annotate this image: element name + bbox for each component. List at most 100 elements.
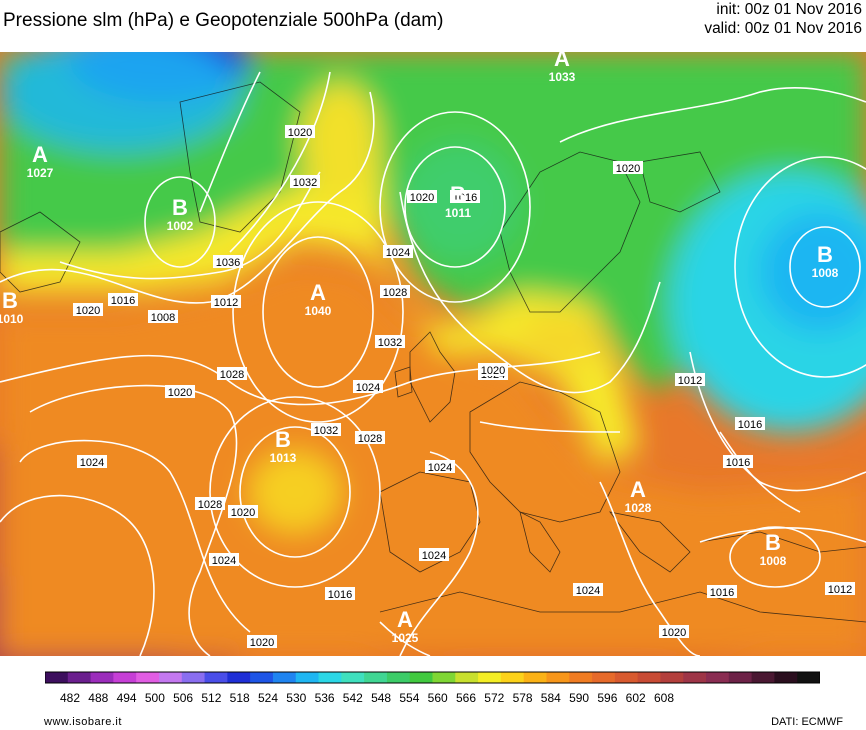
legend-tick-label: 554	[399, 691, 419, 705]
isobar-label: 1028	[195, 497, 225, 511]
legend-tick-label: 548	[371, 691, 391, 705]
legend-tick-label: 542	[343, 691, 363, 705]
legend-tick-label: 506	[173, 691, 193, 705]
legend-swatch	[592, 672, 616, 683]
svg-text:1016: 1016	[726, 457, 750, 469]
isobar-label: 1012	[825, 582, 855, 596]
svg-text:1028: 1028	[383, 287, 407, 299]
svg-text:1020: 1020	[410, 192, 434, 204]
svg-text:1016: 1016	[328, 589, 352, 601]
legend-tick-label: 560	[428, 691, 448, 705]
svg-text:A: A	[554, 52, 570, 71]
svg-text:1024: 1024	[576, 585, 600, 597]
legend-swatch	[683, 672, 707, 683]
legend-swatch	[409, 672, 433, 683]
isobar-label: 1024	[383, 245, 413, 259]
svg-text:A: A	[397, 607, 413, 632]
svg-text:1028: 1028	[625, 501, 652, 515]
svg-text:1008: 1008	[760, 554, 787, 568]
isobar-label: 1016	[325, 587, 355, 601]
legend-swatch	[250, 672, 274, 683]
legend-swatch	[318, 672, 342, 683]
legend-tick-label: 584	[541, 691, 561, 705]
legend-swatch	[751, 672, 775, 683]
svg-text:1020: 1020	[616, 163, 640, 175]
legend-swatch	[136, 672, 160, 683]
isobar-label: 1024	[419, 548, 449, 562]
isobar-label: 1020	[285, 125, 315, 139]
legend-swatch	[774, 672, 798, 683]
svg-text:1033: 1033	[549, 70, 576, 84]
legend-swatch	[797, 672, 820, 683]
legend-swatch	[386, 672, 411, 683]
legend-swatch	[728, 672, 753, 683]
isobar-label: 1024	[425, 460, 455, 474]
svg-text:B: B	[765, 530, 781, 555]
run-info: init: 00z 01 Nov 2016 valid: 00z 01 Nov …	[704, 0, 862, 38]
isobar-label: 1036	[213, 255, 243, 269]
isobar-label: 1020	[228, 505, 258, 519]
svg-text:B: B	[817, 242, 833, 267]
svg-text:1002: 1002	[167, 219, 194, 233]
legend-tick-label: 566	[456, 691, 476, 705]
svg-text:1024: 1024	[356, 382, 380, 394]
svg-text:1020: 1020	[662, 627, 686, 639]
isobar-label: 1024	[209, 553, 239, 567]
legend-swatch	[478, 672, 502, 683]
legend-swatch	[158, 672, 183, 683]
legend-swatch	[432, 672, 456, 683]
svg-text:A: A	[630, 477, 646, 502]
legend-swatch	[67, 672, 92, 683]
color-scale-legend: 482 488 494 500 506 512 518 524 530 536 542 548 554 5…	[45, 671, 820, 705]
legend-swatch	[706, 672, 730, 683]
pressure-centers: A1027B1002A1040B1011A1033B1008B1013B1010…	[0, 52, 839, 645]
svg-text:1013: 1013	[270, 451, 297, 465]
legend-tick-label: 512	[201, 691, 221, 705]
svg-text:A: A	[32, 142, 48, 167]
legend-swatch	[500, 672, 525, 683]
isobar-label: 1020	[247, 635, 277, 649]
svg-text:1036: 1036	[216, 257, 240, 269]
svg-text:1024: 1024	[422, 550, 446, 562]
svg-text:B: B	[450, 182, 466, 207]
isobar-label: 1020	[73, 303, 103, 317]
isobar-label: 1020	[613, 161, 643, 175]
legend-tick-label: 530	[286, 691, 306, 705]
svg-text:1020: 1020	[288, 127, 312, 139]
svg-text:1028: 1028	[198, 499, 222, 511]
legend-tick-label: 488	[88, 691, 108, 705]
legend-swatch	[341, 672, 365, 683]
isobar-label: 1032	[311, 423, 341, 437]
svg-text:1024: 1024	[386, 247, 410, 259]
isobar-label: 1024	[77, 455, 107, 469]
isobar-labels: 1020 1032 1036 1012 1016 1008 1020 1024 1028 1024…	[73, 125, 855, 649]
legend-tick-label: 500	[145, 691, 165, 705]
isobar-label: 1020	[478, 363, 508, 377]
svg-text:1016: 1016	[111, 295, 135, 307]
init-time: init: 00z 01 Nov 2016	[716, 1, 862, 18]
svg-text:1012: 1012	[678, 375, 702, 387]
legend-swatch	[272, 672, 297, 683]
svg-text:1016: 1016	[738, 419, 762, 431]
geopotential-field: 1020 1032 1036 1012 1016 1008 1020 1024 1028 1024…	[0, 52, 866, 656]
isobar-label: 1016	[735, 417, 765, 431]
isobar-label: 1008	[148, 310, 178, 324]
svg-text:1020: 1020	[481, 365, 505, 377]
legend-tick-label: 494	[117, 691, 137, 705]
legend-tick-label: 602	[626, 691, 646, 705]
svg-text:1016: 1016	[710, 587, 734, 599]
isobar-label: 1024	[573, 583, 603, 597]
legend-swatch	[637, 672, 661, 683]
svg-text:1032: 1032	[314, 425, 338, 437]
svg-text:1016: 1016	[453, 192, 477, 204]
isobar-label: 1012	[211, 295, 241, 309]
svg-text:1040: 1040	[305, 304, 332, 318]
svg-text:1028: 1028	[358, 433, 382, 445]
svg-text:B: B	[2, 288, 18, 313]
svg-text:A: A	[310, 280, 326, 305]
